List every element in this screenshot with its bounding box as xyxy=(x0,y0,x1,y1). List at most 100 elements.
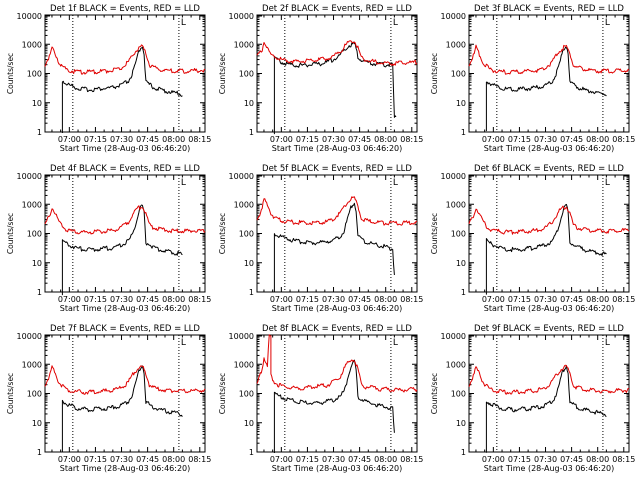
series-events-line xyxy=(61,204,183,296)
legend-marker: L xyxy=(605,18,610,28)
x-tick-label: 08:15 xyxy=(400,295,423,304)
y-tick-label: 10000 xyxy=(17,172,42,181)
x-axis-title: Start Time (28-Aug-03 06:46:20) xyxy=(272,464,403,473)
x-tick-label: 07:00 xyxy=(58,455,81,464)
x-tick-label: 08:00 xyxy=(374,455,397,464)
y-tick-label: 1 xyxy=(249,448,254,457)
y-tick-label: 1 xyxy=(249,288,254,297)
x-tick-label: 07:30 xyxy=(322,455,345,464)
legend-marker: L xyxy=(393,178,398,188)
x-tick-label: 07:45 xyxy=(560,455,583,464)
y-axis-title: Counts/sec xyxy=(430,213,439,254)
plot-frame xyxy=(256,334,418,453)
x-tick-label: 07:15 xyxy=(508,295,531,304)
y-tick-label: 10000 xyxy=(441,332,466,341)
y-tick-label: 10000 xyxy=(441,12,466,21)
series-lld-line xyxy=(44,44,206,75)
x-tick-label: 07:00 xyxy=(482,135,505,144)
x-tick-label: 07:30 xyxy=(534,135,557,144)
x-axis-title: Start Time (28-Aug-03 06:46:20) xyxy=(484,464,615,473)
series-events-line xyxy=(273,359,395,453)
series-lld-line xyxy=(256,40,418,66)
plot-frame xyxy=(256,174,418,293)
x-tick-label: 07:15 xyxy=(508,135,531,144)
plot-frame xyxy=(468,174,630,293)
y-axis-title: Counts/sec xyxy=(6,213,15,254)
y-tick-label: 10 xyxy=(456,419,466,428)
x-tick-label: 07:15 xyxy=(84,135,107,144)
y-tick-label: 1000 xyxy=(446,200,466,209)
chart-title: Det 1f BLACK = Events, RED = LLD xyxy=(50,4,200,14)
series-events-line xyxy=(273,41,397,135)
x-tick-label: 08:15 xyxy=(188,295,211,304)
x-tick-label: 07:45 xyxy=(560,135,583,144)
x-tick-label: 07:00 xyxy=(58,295,81,304)
x-tick-label: 08:00 xyxy=(586,295,609,304)
x-tick-label: 08:15 xyxy=(188,135,211,144)
x-tick-label: 07:00 xyxy=(270,135,293,144)
x-tick-label: 07:00 xyxy=(482,455,505,464)
x-tick-label: 07:45 xyxy=(560,295,583,304)
y-tick-label: 10000 xyxy=(229,332,254,341)
y-axis-title: Counts/sec xyxy=(430,373,439,414)
plot-frame xyxy=(468,334,630,453)
chart-panel-4: Det 4f BLACK = Events, RED = LLD 1 10 100 10… xyxy=(6,164,211,313)
x-tick-label: 07:45 xyxy=(136,135,159,144)
x-tick-label: 08:15 xyxy=(188,455,211,464)
x-tick-label: 07:15 xyxy=(508,455,531,464)
y-tick-label: 100 xyxy=(27,390,42,399)
x-tick-label: 08:15 xyxy=(400,455,423,464)
series-lld-line xyxy=(256,334,418,393)
chart-panel-1: Det 1f BLACK = Events, RED = LLD 1 10 100 10… xyxy=(6,4,211,153)
y-tick-label: 100 xyxy=(239,70,254,79)
x-tick-label: 08:00 xyxy=(162,455,185,464)
y-tick-label: 10000 xyxy=(229,172,254,181)
chart-title: Det 6f BLACK = Events, RED = LLD xyxy=(474,164,624,174)
x-tick-label: 08:00 xyxy=(162,295,185,304)
x-tick-label: 07:15 xyxy=(296,295,319,304)
y-tick-label: 1 xyxy=(461,128,466,137)
x-tick-label: 08:00 xyxy=(374,135,397,144)
legend-marker: L xyxy=(181,178,186,188)
y-tick-label: 100 xyxy=(239,230,254,239)
legend-marker: L xyxy=(181,338,186,348)
chart-panel-2: Det 2f BLACK = Events, RED = LLD 1 10 100 10… xyxy=(218,4,423,153)
x-tick-label: 07:30 xyxy=(110,135,133,144)
chart-panel-8: Det 8f BLACK = Events, RED = LLD 1 10 100 10… xyxy=(218,324,423,473)
y-axis-title: Counts/sec xyxy=(430,53,439,94)
x-tick-label: 07:15 xyxy=(296,455,319,464)
x-tick-label: 07:30 xyxy=(534,295,557,304)
x-tick-label: 08:00 xyxy=(374,295,397,304)
x-tick-label: 07:45 xyxy=(348,135,371,144)
x-tick-label: 07:30 xyxy=(322,135,345,144)
x-tick-label: 07:45 xyxy=(136,295,159,304)
y-tick-label: 1000 xyxy=(22,360,42,369)
chart-title: Det 3f BLACK = Events, RED = LLD xyxy=(474,4,624,14)
x-axis-title: Start Time (28-Aug-03 06:46:20) xyxy=(484,144,615,153)
y-tick-label: 1000 xyxy=(234,360,254,369)
x-tick-label: 08:15 xyxy=(612,135,635,144)
y-tick-label: 1000 xyxy=(234,40,254,49)
plot-frame xyxy=(468,14,630,133)
x-tick-label: 08:15 xyxy=(612,295,635,304)
y-tick-label: 10 xyxy=(244,99,254,108)
y-tick-label: 1000 xyxy=(22,200,42,209)
series-events-line xyxy=(485,203,607,295)
legend-marker: L xyxy=(181,18,186,28)
y-tick-label: 1000 xyxy=(446,40,466,49)
x-tick-label: 07:30 xyxy=(534,455,557,464)
y-axis-title: Counts/sec xyxy=(6,53,15,94)
chart-title: Det 9f BLACK = Events, RED = LLD xyxy=(474,324,624,334)
y-tick-label: 10000 xyxy=(17,332,42,341)
series-events-line xyxy=(61,365,183,453)
y-tick-label: 100 xyxy=(27,70,42,79)
y-tick-label: 10 xyxy=(456,99,466,108)
series-lld-line xyxy=(468,44,630,75)
series-lld-line xyxy=(44,205,206,235)
chart-title: Det 8f BLACK = Events, RED = LLD xyxy=(262,324,412,334)
x-tick-label: 07:00 xyxy=(270,295,293,304)
x-tick-label: 07:15 xyxy=(84,295,107,304)
y-tick-label: 100 xyxy=(239,390,254,399)
y-tick-label: 1 xyxy=(461,448,466,457)
series-events-line xyxy=(273,202,395,292)
